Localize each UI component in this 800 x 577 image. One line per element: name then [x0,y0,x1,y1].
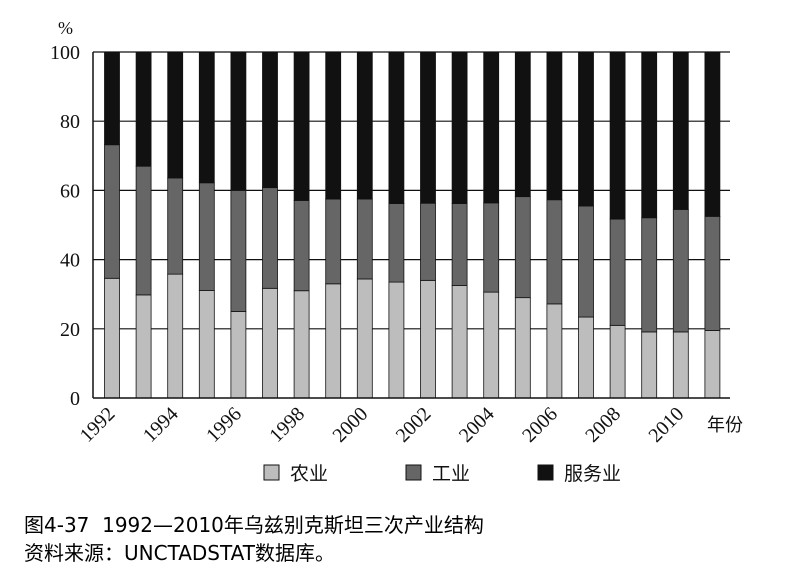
bar-segment-services [641,51,658,219]
bar-segment-agriculture [451,285,468,399]
bar-segment-industry [451,203,468,286]
x-tick-label: 2006 [518,403,562,447]
x-tick-label: 2004 [455,403,499,447]
bar-segment-services [230,51,247,191]
x-tick-label: 2010 [644,403,688,447]
bar-segment-services [262,51,278,189]
x-tick-label: 2002 [392,403,436,447]
bars [104,51,721,399]
x-tick-label: 1992 [76,403,120,447]
bar-segment-agriculture [514,297,531,399]
bar-segment-industry [198,182,215,291]
bar-segment-agriculture [230,311,247,399]
bar-segment-services [451,51,468,204]
bar-segment-industry [167,177,184,275]
bar-segment-industry [420,202,436,281]
y-tick-label: 0 [70,388,80,410]
bar-segment-services [578,51,594,207]
bar-segment-agriculture [420,279,436,399]
bar-segment-agriculture [641,331,658,399]
stacked-bar-chart: 0 20 40 60 80 100 1992 1994 1996 1998 2000 2002 200… [50,18,743,485]
bar-segment-agriculture [325,283,342,399]
bar-segment-industry [672,209,689,333]
bar-segment-industry [230,189,247,312]
legend-label: 农业 [290,463,328,485]
bar-segment-industry [514,196,531,299]
bar-segment-services [483,51,500,204]
y-tick-labels: 0 20 40 60 80 100 [50,42,80,410]
bar-segment-industry [293,200,310,292]
bar-segment-services [514,51,531,198]
legend-swatch [537,464,554,481]
bar-segment-agriculture [104,277,120,399]
y-tick-label: 20 [60,319,80,341]
bar-segment-agriculture [704,330,721,399]
x-tick-label: 1996 [202,403,246,447]
x-tick-label: 1998 [265,403,309,447]
legend-swatch [405,464,422,481]
legend: 农业 工业 服务业 [263,463,621,485]
bar-segment-industry [388,203,405,283]
legend-label: 工业 [432,463,470,485]
bar-segment-agriculture [135,294,152,399]
figure-caption: 图4-37 1992—2010年乌兹别克斯坦三次产业结构 [24,513,484,537]
legend-label: 服务业 [564,463,621,485]
bar-segment-services [388,51,405,204]
bar-segment-services [104,51,120,146]
bar-segment-agriculture [483,291,500,399]
y-unit-label: % [58,18,73,38]
legend-swatch [263,464,280,481]
bar-segment-services [704,51,721,217]
bar-segment-agriculture [198,289,215,399]
y-tick-label: 100 [50,42,80,64]
bar-segment-industry [546,199,563,305]
bar-segment-agriculture [388,281,405,399]
bar-segment-industry [483,202,500,293]
y-tick-label: 40 [60,250,80,272]
bar-segment-industry [325,198,342,285]
grid-lines [93,51,730,330]
bar-segment-services [420,51,436,204]
bar-segment-services [167,51,184,179]
bar-segment-services [293,51,310,201]
bar-segment-services [198,51,215,184]
bar-segment-agriculture [167,273,184,399]
bar-segment-services [356,51,373,200]
bar-segment-services [135,51,152,167]
bar-segment-services [325,51,342,200]
bar-segment-industry [641,217,658,333]
bar-segment-industry [262,187,278,289]
bar-segment-services [609,51,626,220]
bar-segment-industry [609,218,626,326]
bar-segment-agriculture [546,303,563,399]
bar-segment-services [546,51,563,201]
bar-segment-agriculture [356,278,373,399]
x-tick-label: 2008 [581,403,625,447]
bar-segment-industry [704,215,721,331]
y-tick-label: 60 [60,180,80,202]
x-unit-label: 年份 [707,415,743,436]
bar-segment-industry [356,198,373,280]
y-tick-label: 80 [60,111,80,133]
bar-segment-agriculture [293,290,310,399]
bar-segment-agriculture [609,324,626,399]
x-tick-labels: 1992 1994 1996 1998 2000 2002 2004 2006 2008 2010 [76,403,689,447]
source-note: 资料来源：UNCTADSTAT数据库。 [24,541,336,565]
x-tick-label: 2000 [328,403,372,447]
bar-segment-services [672,51,689,210]
bar-segment-agriculture [578,316,594,399]
x-tick-label: 1994 [139,403,183,447]
bar-segment-industry [578,205,594,318]
bar-segment-industry [135,165,152,296]
bar-segment-agriculture [262,287,278,399]
bar-segment-agriculture [672,331,689,399]
bar-segment-industry [104,144,120,279]
